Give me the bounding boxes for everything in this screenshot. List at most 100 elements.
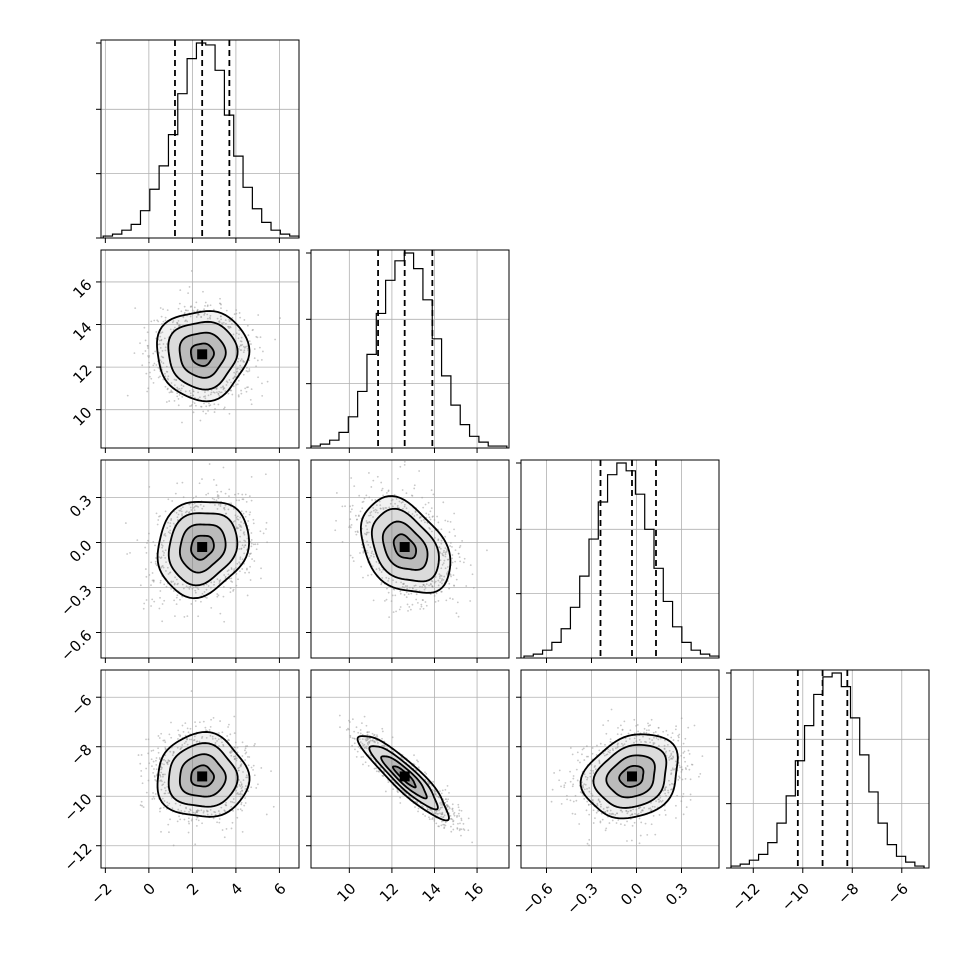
sample-point — [171, 807, 174, 810]
sample-point — [216, 508, 219, 510]
sample-point — [233, 376, 236, 379]
sample-point — [443, 575, 446, 578]
sample-point — [195, 825, 198, 827]
sample-point — [164, 746, 167, 748]
sample-point — [161, 322, 163, 325]
sample-point — [200, 809, 203, 812]
sample-point — [428, 782, 431, 785]
sample-point — [617, 742, 619, 745]
sample-point — [226, 381, 229, 384]
sample-point — [205, 493, 208, 496]
sample-point — [154, 793, 157, 795]
sample-point — [239, 795, 242, 798]
sample-point — [209, 586, 212, 589]
sample-point — [586, 800, 589, 803]
sample-point — [244, 759, 247, 761]
sample-point — [246, 537, 249, 540]
sample-point — [341, 541, 344, 543]
sample-point — [439, 808, 441, 811]
sample-point — [581, 748, 584, 751]
sample-point — [457, 806, 460, 809]
sample-point — [596, 809, 599, 812]
sample-point — [594, 817, 596, 820]
sample-point — [643, 731, 645, 734]
sample-point — [392, 750, 394, 753]
sample-point — [239, 558, 242, 560]
sample-point — [214, 408, 216, 410]
sample-point — [638, 738, 641, 741]
sample-point — [197, 397, 200, 400]
sample-point — [248, 756, 251, 758]
x-tick-label: −0.6 — [518, 880, 556, 918]
sample-point — [591, 794, 594, 797]
sample-point — [237, 379, 240, 382]
sample-point — [378, 569, 381, 571]
sample-point — [240, 336, 243, 339]
sample-point — [184, 511, 187, 514]
sample-point — [209, 314, 212, 317]
panel-content — [101, 670, 299, 868]
sample-point — [379, 504, 382, 507]
sample-point — [406, 585, 409, 587]
sample-point — [367, 744, 370, 746]
sample-point — [272, 805, 275, 808]
sample-point — [424, 586, 427, 589]
sample-point — [586, 842, 589, 845]
y-tick-label: 12 — [69, 361, 95, 387]
sample-point — [440, 804, 442, 806]
sample-point — [354, 737, 356, 740]
sample-point — [256, 543, 259, 546]
sample-point — [246, 347, 249, 350]
sample-point — [614, 813, 617, 816]
sample-point — [367, 531, 370, 534]
sample-point — [159, 581, 162, 584]
sample-point — [637, 730, 640, 733]
sample-point — [662, 730, 665, 733]
sample-point — [428, 818, 431, 821]
panel-frame — [100, 249, 300, 449]
sample-point — [649, 807, 652, 810]
sample-point — [142, 352, 144, 355]
sample-point — [160, 732, 163, 735]
sample-point — [155, 564, 158, 567]
sample-point — [216, 595, 219, 598]
sample-point — [179, 818, 182, 821]
sample-point — [230, 827, 233, 830]
contour-line — [368, 745, 439, 811]
sample-point — [403, 460, 406, 463]
sample-point — [680, 717, 683, 720]
sample-point — [160, 355, 163, 358]
sample-point — [157, 751, 160, 754]
sample-point — [245, 751, 248, 754]
sample-point — [161, 349, 164, 352]
sample-point — [371, 565, 374, 567]
sample-point — [674, 804, 677, 807]
sample-point — [142, 806, 145, 809]
sample-point — [200, 737, 203, 739]
sample-point — [254, 543, 257, 546]
sample-point — [197, 819, 200, 822]
panel-frame — [310, 249, 510, 449]
sample-point — [250, 388, 253, 391]
sample-point — [183, 311, 186, 314]
sample-point — [569, 770, 571, 773]
sample-point — [576, 751, 579, 754]
sample-point — [578, 823, 581, 825]
sample-point — [209, 808, 212, 811]
sample-point — [459, 560, 462, 563]
sample-point — [155, 364, 158, 366]
sample-point — [234, 373, 237, 375]
sample-point — [376, 475, 379, 478]
sample-point — [230, 577, 233, 580]
sample-point — [213, 498, 216, 501]
sample-point — [191, 587, 194, 590]
sample-point — [210, 391, 213, 394]
sample-point — [598, 762, 601, 764]
sample-point — [444, 798, 447, 801]
sample-point — [152, 760, 155, 763]
sample-point — [392, 611, 395, 614]
sample-point — [609, 749, 612, 752]
sample-point — [341, 505, 344, 508]
sample-point — [174, 615, 176, 618]
sample-point — [686, 765, 689, 767]
